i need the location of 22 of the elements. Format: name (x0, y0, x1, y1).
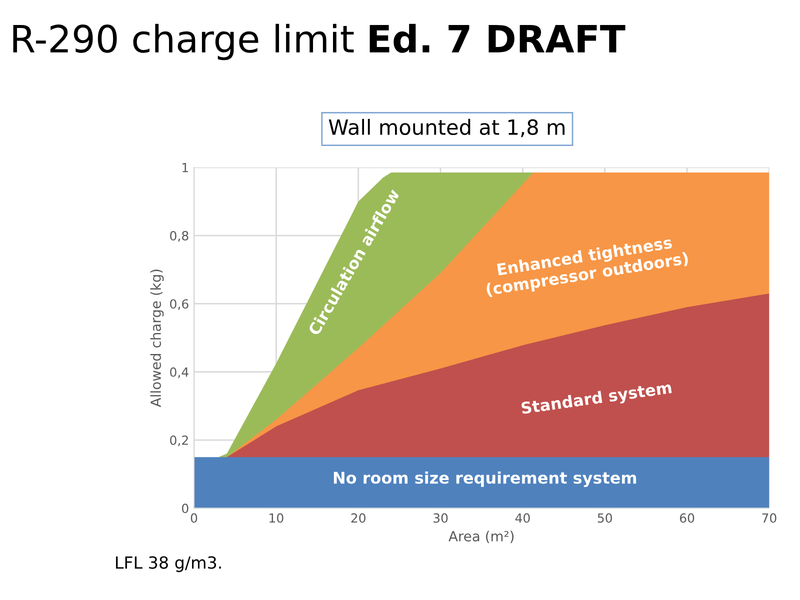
y-tick-label: 0,4 (170, 367, 188, 378)
y-tick-label: 0,6 (170, 299, 188, 310)
y-tick-label: 1 (182, 163, 188, 172)
series-label: Standard system (520, 380, 672, 418)
x-axis-title: Area (m²) (448, 530, 514, 544)
y-tick-label: 0,8 (170, 231, 188, 242)
y-tick-label: 0,2 (170, 436, 188, 446)
x-tick-label: 40 (515, 513, 530, 523)
chart-title: R-290 charge limit (13, 24, 354, 60)
x-tick-label: 0 (190, 513, 198, 523)
text: Wall mounted at 1,8 m (328, 118, 564, 138)
y-tick-label: 0 (182, 504, 188, 514)
x-tick-label: 50 (598, 513, 612, 523)
x-tick-label: 70 (762, 513, 776, 523)
series-label: No room size requirement system (334, 471, 636, 488)
y-axis-title: Allowed charge (kg) (150, 270, 164, 408)
x-tick-label: 60 (680, 513, 694, 523)
x-tick-label: 30 (434, 513, 448, 523)
chart-subtitle: Ed. 7 DRAFT (370, 24, 626, 53)
text: LFL 38 g/m3. (116, 556, 221, 572)
x-tick-label: 10 (270, 513, 284, 523)
x-tick-label: 20 (351, 513, 366, 523)
